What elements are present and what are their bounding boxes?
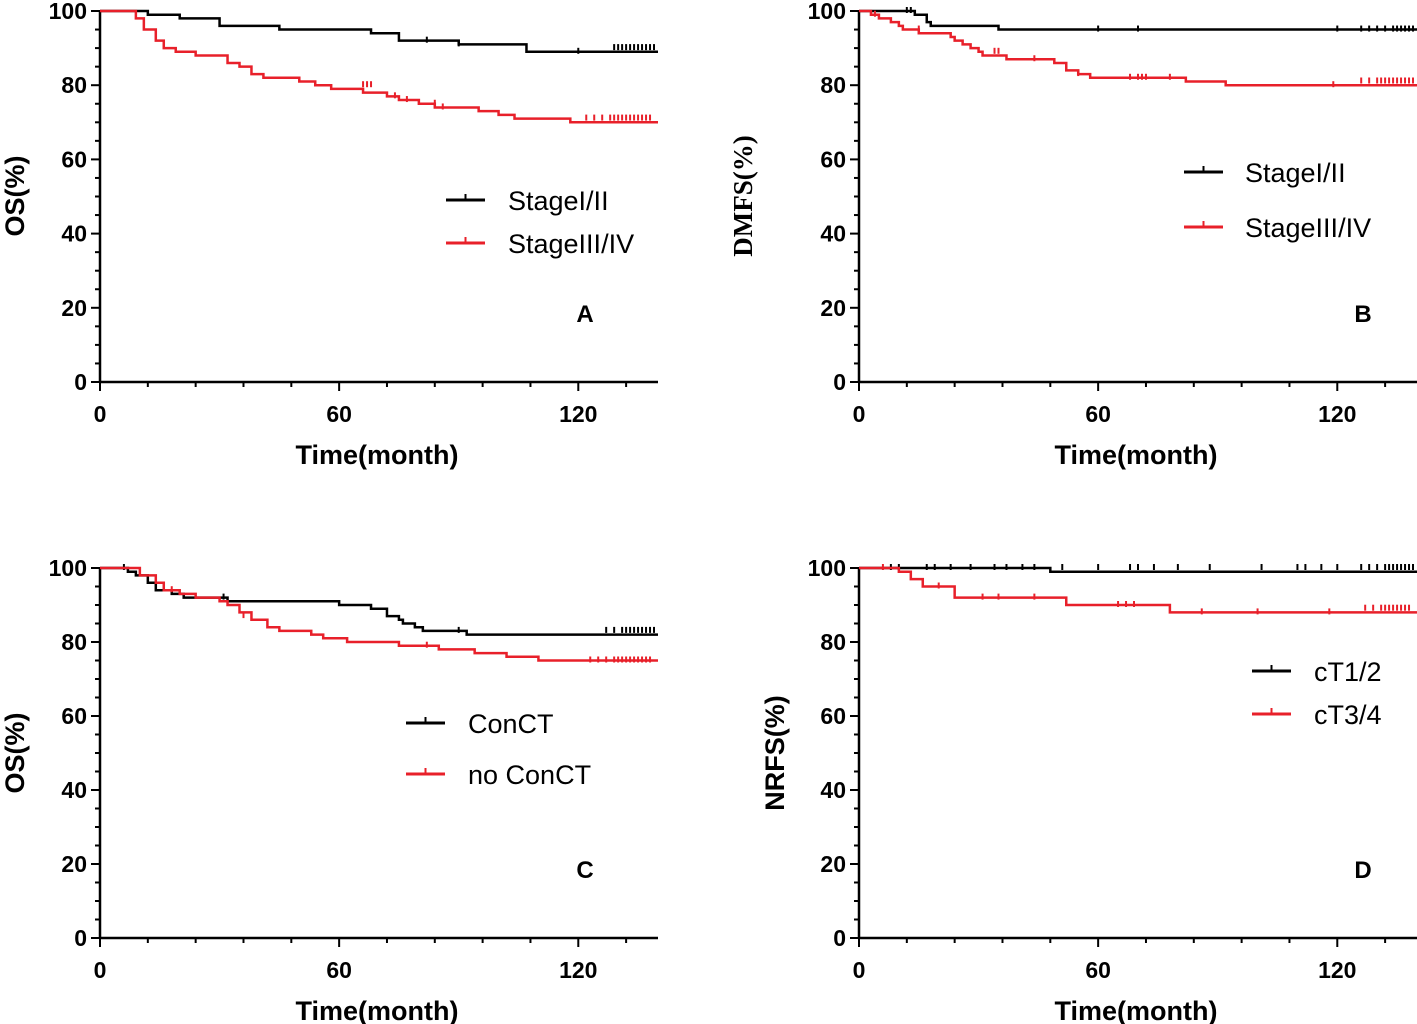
x-tick-label: 0 <box>94 401 107 427</box>
x-tick-label: 120 <box>559 957 597 983</box>
y-axis-title: OS(%) <box>0 713 30 794</box>
legend-label: StageIII/IV <box>508 229 634 259</box>
panel-letter: B <box>1354 301 1371 328</box>
legend-label: cT1/2 <box>1314 657 1382 687</box>
y-tick-label: 0 <box>74 925 87 951</box>
series-stageiii-iv <box>859 9 1417 88</box>
y-tick-label: 0 <box>833 369 846 395</box>
panel-d: 0 20 40 60 80 100 0 60 120 Time(month) NRFS(%) cT1/… <box>760 555 1417 1024</box>
x-axis-title: Time(month) <box>296 440 459 470</box>
x-tick-label: 0 <box>94 957 107 983</box>
y-tick-label: 20 <box>820 295 846 321</box>
y-tick-label: 80 <box>61 72 87 98</box>
series-ct3-4 <box>859 564 1417 615</box>
legend-item: StageI/II <box>446 186 609 216</box>
y-tick-label: 20 <box>61 295 87 321</box>
legend-item: ConCT <box>406 709 554 739</box>
panel-letter: A <box>576 301 593 328</box>
panel-a: 0 20 40 60 80 100 0 60 120 Time(month) OS(%) StageI… <box>0 0 658 470</box>
survival-curve <box>859 9 1417 31</box>
y-tick-label: 40 <box>820 221 846 247</box>
y-tick-label: 80 <box>820 72 846 98</box>
series-stageiii-iv <box>100 9 658 124</box>
panel-letter: D <box>1354 857 1371 884</box>
x-tick-label: 60 <box>326 401 352 427</box>
panel-c: 0 20 40 60 80 100 0 60 120 Time(month) OS(%) ConCT n… <box>0 555 658 1024</box>
legend-label: cT3/4 <box>1314 700 1382 730</box>
x-tick-label: 120 <box>1318 957 1356 983</box>
y-tick-label: 60 <box>61 146 87 172</box>
x-tick-label: 60 <box>1085 401 1111 427</box>
x-axis-title: Time(month) <box>1055 996 1218 1024</box>
y-tick-label: 80 <box>61 629 87 655</box>
x-axis-title: Time(month) <box>1055 440 1218 470</box>
y-tick-label: 40 <box>61 777 87 803</box>
y-tick-label: 60 <box>61 703 87 729</box>
panel-b: 0 20 40 60 80 100 0 60 120 Time(month) DMFS(%) Stag… <box>728 0 1417 470</box>
x-tick-label: 0 <box>853 401 866 427</box>
legend-item: StageIII/IV <box>1184 213 1371 243</box>
legend-label: ConCT <box>468 709 554 739</box>
legend-label: StageI/II <box>1245 158 1346 188</box>
y-tick-label: 60 <box>820 146 846 172</box>
survival-curve <box>859 566 1417 573</box>
x-axis-title: Time(month) <box>296 996 459 1024</box>
y-tick-label: 40 <box>820 777 846 803</box>
y-tick-label: 40 <box>61 221 87 247</box>
series-ct1-2 <box>859 564 1417 573</box>
series-conct <box>100 564 658 636</box>
y-tick-label: 20 <box>61 851 87 877</box>
y-axis-title: NRFS(%) <box>760 695 790 811</box>
survival-curve <box>100 9 658 124</box>
series-no-conct <box>100 566 658 663</box>
legend-item: cT1/2 <box>1252 657 1382 687</box>
legend-label: no ConCT <box>468 760 591 790</box>
series-stagei-ii <box>859 7 1417 32</box>
y-axis-title: DMFS(%) <box>728 135 758 256</box>
x-tick-label: 60 <box>1085 957 1111 983</box>
panel-letter: C <box>576 857 593 884</box>
legend-label: StageIII/IV <box>1245 213 1371 243</box>
y-tick-label: 100 <box>49 0 87 24</box>
x-tick-label: 120 <box>1318 401 1356 427</box>
survival-curve <box>100 566 658 636</box>
survival-curve <box>859 9 1417 87</box>
x-tick-label: 120 <box>559 401 597 427</box>
y-tick-label: 80 <box>820 629 846 655</box>
survival-curve <box>859 566 1417 614</box>
y-tick-label: 100 <box>808 0 846 24</box>
legend-label: StageI/II <box>508 186 609 216</box>
legend-item: no ConCT <box>406 760 591 790</box>
y-axis-title: OS(%) <box>0 156 30 237</box>
legend-item: StageI/II <box>1184 158 1346 188</box>
x-tick-label: 0 <box>853 957 866 983</box>
y-tick-label: 100 <box>808 555 846 581</box>
x-tick-label: 60 <box>326 957 352 983</box>
y-tick-label: 100 <box>49 555 87 581</box>
y-tick-label: 20 <box>820 851 846 877</box>
series-stagei-ii <box>100 9 658 54</box>
y-tick-label: 0 <box>74 369 87 395</box>
legend-item: cT3/4 <box>1252 700 1382 730</box>
legend-item: StageIII/IV <box>446 229 634 259</box>
y-tick-label: 60 <box>820 703 846 729</box>
y-tick-label: 0 <box>833 925 846 951</box>
survival-curve <box>100 9 658 54</box>
survival-curve <box>100 566 658 662</box>
